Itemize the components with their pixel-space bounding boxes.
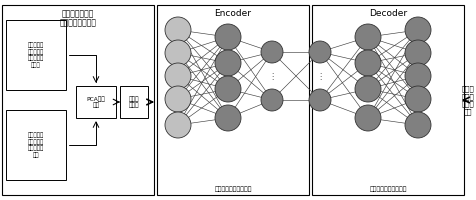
Circle shape: [355, 76, 381, 102]
Circle shape: [405, 63, 431, 89]
FancyBboxPatch shape: [76, 86, 116, 118]
Text: 输出数据进行升维处理: 输出数据进行升维处理: [369, 186, 407, 192]
Text: ⋮: ⋮: [316, 72, 324, 80]
Circle shape: [355, 50, 381, 76]
FancyBboxPatch shape: [312, 5, 464, 195]
Text: 输入数据进行降维处理: 输入数据进行降维处理: [214, 186, 252, 192]
Circle shape: [355, 24, 381, 50]
Circle shape: [215, 76, 241, 102]
Circle shape: [165, 63, 191, 89]
Text: PCA降维
处理: PCA降维 处理: [87, 96, 105, 108]
Text: ⋮: ⋮: [268, 72, 276, 80]
Circle shape: [309, 41, 331, 63]
Circle shape: [165, 17, 191, 43]
Text: Decoder: Decoder: [369, 9, 407, 18]
FancyBboxPatch shape: [120, 86, 148, 118]
Text: 神经网络输入数据: 神经网络输入数据: [60, 18, 97, 27]
Circle shape: [309, 89, 331, 111]
Text: 基于点
云的结
构曲面
重构: 基于点 云的结 构曲面 重构: [462, 85, 475, 115]
Circle shape: [215, 50, 241, 76]
Text: 有限元模型
布置节点获
取节点坐标
信息: 有限元模型 布置节点获 取节点坐标 信息: [28, 132, 44, 158]
FancyBboxPatch shape: [6, 110, 66, 180]
Circle shape: [355, 105, 381, 131]
Circle shape: [405, 40, 431, 66]
FancyBboxPatch shape: [2, 5, 154, 195]
Circle shape: [165, 112, 191, 138]
Circle shape: [215, 24, 241, 50]
Circle shape: [405, 17, 431, 43]
Text: Encoder: Encoder: [215, 9, 251, 18]
Text: 结构表面布
置节点，获
取节点应变
信息。: 结构表面布 置节点，获 取节点应变 信息。: [28, 42, 44, 68]
Circle shape: [165, 40, 191, 66]
Text: 有限元方法获取: 有限元方法获取: [62, 9, 94, 18]
Circle shape: [165, 86, 191, 112]
FancyBboxPatch shape: [157, 5, 309, 195]
Circle shape: [405, 86, 431, 112]
FancyBboxPatch shape: [6, 20, 66, 90]
Circle shape: [215, 105, 241, 131]
Circle shape: [261, 41, 283, 63]
Text: 生成输
入数据: 生成输 入数据: [129, 96, 139, 108]
Circle shape: [405, 112, 431, 138]
Circle shape: [261, 89, 283, 111]
